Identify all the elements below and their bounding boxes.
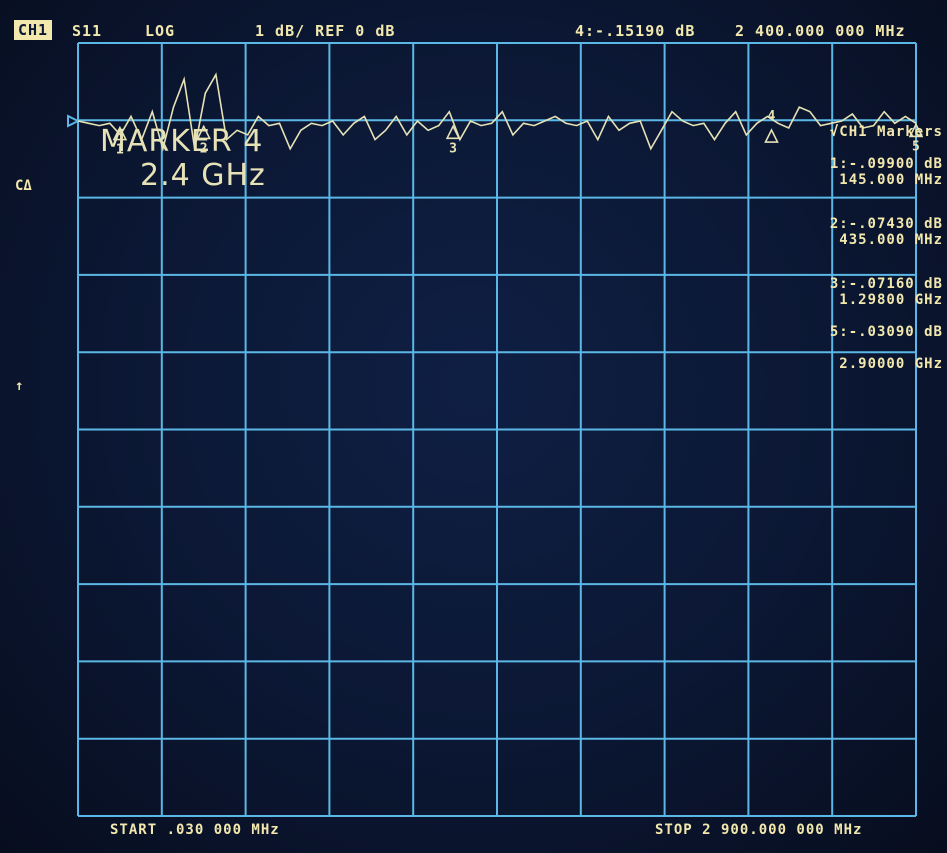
reference-level-marker xyxy=(67,114,81,128)
marker-1-number: 1 xyxy=(116,143,124,158)
trace xyxy=(77,72,917,152)
marker-3-frequency: 1.29800 GHz xyxy=(839,292,943,308)
marker-1-symbol xyxy=(112,125,128,141)
grid-lines xyxy=(67,42,917,817)
marker-list-title: √CH1 Markers xyxy=(829,124,943,140)
marker-2-number: 2 xyxy=(200,141,208,156)
marker-3-value: 3:-.07160 dB xyxy=(829,276,943,292)
marker-5-frequency: 2.90000 GHz xyxy=(839,356,943,372)
marker-2-symbol xyxy=(196,124,211,140)
marker-5-value: 5:-.03090 dB xyxy=(829,324,943,340)
marker-4-symbol xyxy=(764,128,779,143)
trace-markers: 1 2 3 4 5 xyxy=(112,109,924,158)
marker-1-value: 1:-.09900 dB xyxy=(829,156,943,172)
start-frequency: START .030 000 MHz xyxy=(110,822,280,838)
marker-4-number: 4 xyxy=(768,109,776,124)
marker-3-number: 3 xyxy=(449,141,457,156)
reference-arrow-icon: ↑ xyxy=(15,378,24,394)
stop-frequency: STOP 2 900.000 000 MHz xyxy=(655,822,863,838)
mode-indicator: CΔ xyxy=(15,178,32,194)
marker-2-frequency: 435.000 MHz xyxy=(839,232,943,248)
marker-note-line2: 2.4 GHz xyxy=(140,158,266,193)
format-label: LOG xyxy=(145,22,176,40)
marker-1-frequency: 145.000 MHz xyxy=(839,172,943,188)
active-marker-readout: 4:-.15190 dB xyxy=(575,22,696,40)
marker-note-line1: MARKER 4 xyxy=(100,124,264,159)
parameter-label: S11 xyxy=(72,22,103,40)
marker-5-symbol xyxy=(908,122,924,138)
scale-label: 1 dB/ REF 0 dB xyxy=(255,22,396,40)
trace-line xyxy=(77,72,917,152)
marker-2-value: 2:-.07430 dB xyxy=(829,216,943,232)
marker-3-symbol xyxy=(445,124,461,140)
marker-5-number: 5 xyxy=(912,139,920,154)
channel-indicator: CH1 xyxy=(14,20,53,40)
active-marker-frequency: 2 400.000 000 MHz xyxy=(735,22,906,40)
